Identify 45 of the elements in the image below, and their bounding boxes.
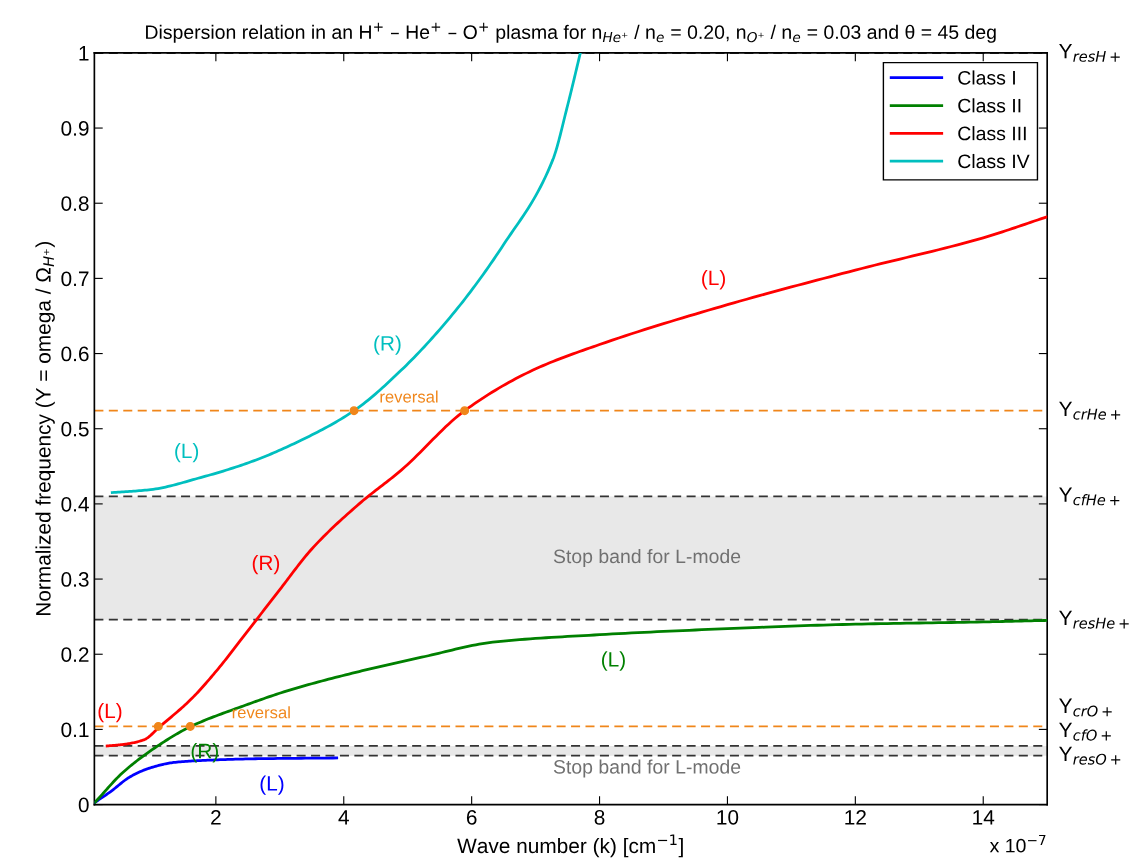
ref-line-label: Y$_{cfO+}$	[1059, 722, 1111, 741]
band-label: Stop band for L-mode	[553, 548, 741, 568]
annotation: reversal	[232, 706, 290, 719]
annotation: (L)	[702, 269, 725, 290]
x-tick-label: 4	[338, 810, 349, 825]
y-tick-label: 0.5	[61, 421, 89, 437]
y-tick-label: 0.6	[61, 346, 89, 362]
y-tick-label: 0.7	[61, 271, 89, 287]
annotation: (R)	[374, 335, 401, 355]
annotation: (R)	[252, 554, 280, 575]
ref-line-label: Y$_{resO+}$	[1059, 746, 1121, 765]
x-tick-label: 6	[466, 809, 477, 825]
legend-label: Class IV	[958, 153, 1030, 169]
annotation: (L)	[175, 442, 199, 463]
ref-line-label: Y$_{crO+}$	[1059, 698, 1112, 717]
y-axis-title: Normalized frequency (Y = omega / Ω$_{H⁺}$)	[35, 242, 55, 616]
annotation: reversal	[380, 390, 438, 403]
text: x 10$^{−7}$	[989, 834, 1046, 853]
y-tick-label: 0.2	[61, 647, 89, 662]
annotation: (R)	[191, 743, 218, 763]
x-axis-title: Wave number (k) [cm$^{−1}$]	[457, 834, 683, 858]
y-tick-label: 0	[78, 797, 89, 813]
chart-title: Dispersion relation in an H$^{+}$ – He$^{+}$ – O$^{+}$ plasma for n$_{He⁺}$ / n$_{e}$ = 0.20, n$_{O⁺}$ / n$_{e}$ = 0.03 and θ = 45 deg	[146, 22, 996, 43]
annotation: (L)	[98, 702, 122, 723]
y-tick-label: 1	[79, 46, 89, 61]
x-tick-label: 8	[594, 809, 605, 825]
annotation: (L)	[602, 651, 625, 671]
y-tick-label: 0.3	[61, 572, 89, 587]
x-tick-label: 14	[973, 810, 995, 825]
ref-line-label: Y$_{crHe+}$	[1059, 401, 1121, 420]
annotation: (L)	[260, 775, 284, 795]
y-tick-label: 0.9	[61, 121, 89, 136]
y-tick-label: 0.8	[61, 196, 89, 211]
ref-line-label: Y$_{resH+}$	[1059, 43, 1120, 62]
x-tick-label: 12	[845, 809, 866, 825]
ref-line-label: Y$_{cfHe+}$	[1059, 487, 1120, 506]
legend-label: Class II	[958, 98, 1021, 113]
y-tick-label: 0.4	[61, 496, 89, 512]
x-tick-label: 10	[717, 809, 739, 825]
band-label: Stop band for L-mode	[553, 759, 741, 778]
ref-line-label: Y$_{resHe+}$	[1059, 610, 1129, 629]
legend-label: Class III	[958, 126, 1026, 141]
y-tick-label: 0.1	[61, 722, 89, 738]
legend-label: Class I	[958, 70, 1015, 85]
x-tick-label: 2	[211, 809, 221, 825]
